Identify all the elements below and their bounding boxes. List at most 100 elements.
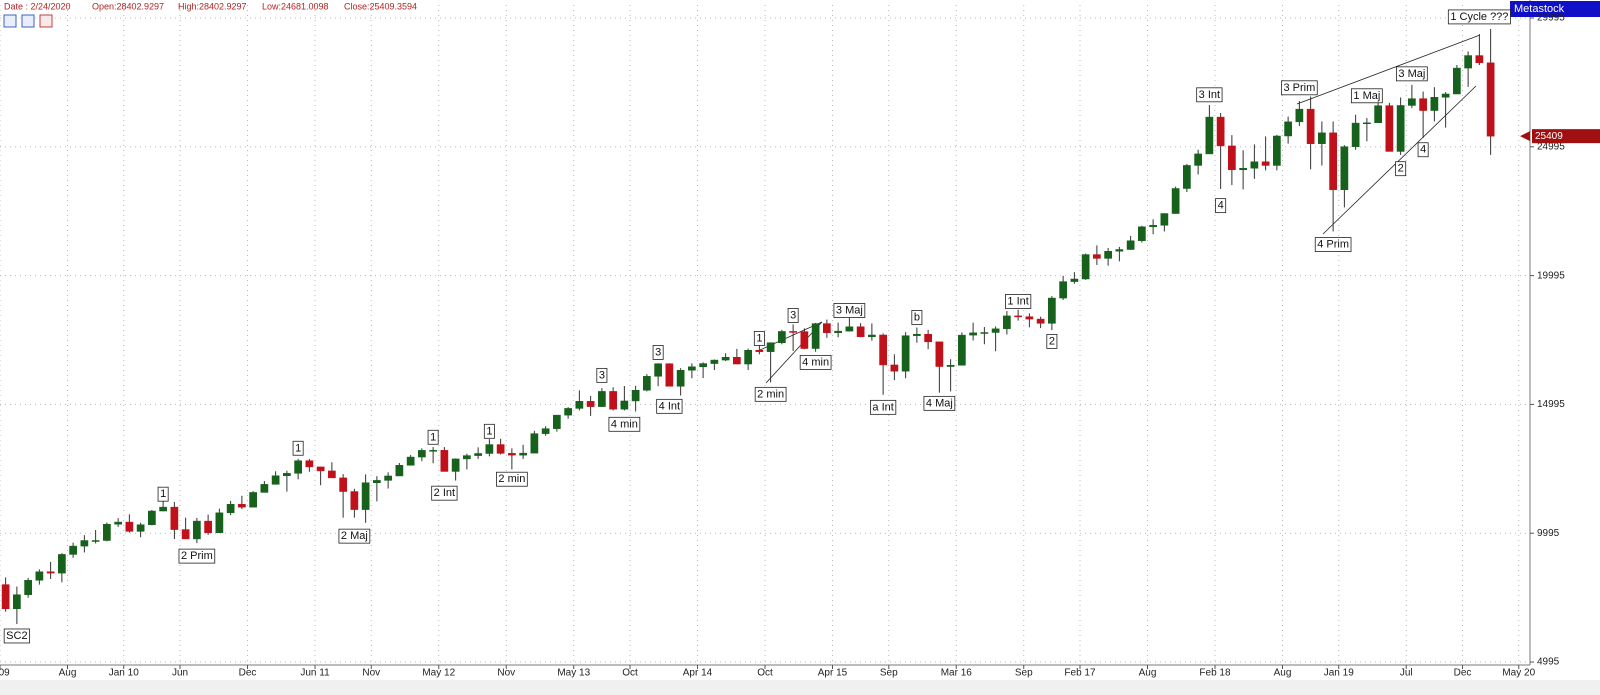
candle-body bbox=[440, 450, 449, 472]
wave-label-box bbox=[656, 398, 683, 414]
x-tick-label: May 20 bbox=[1502, 668, 1535, 679]
candle-body bbox=[114, 521, 122, 525]
wave-label-box bbox=[923, 395, 956, 411]
candle-body bbox=[958, 334, 966, 366]
icon[interactable] bbox=[39, 14, 53, 28]
x-tick-label: Feb 18 bbox=[1199, 668, 1231, 679]
wave-label-box bbox=[431, 485, 458, 501]
wave-label-box bbox=[1215, 198, 1227, 214]
header-close: Close:25409.3594 bbox=[344, 1, 417, 11]
candle-body bbox=[1340, 146, 1349, 191]
y-tick-label: 9995 bbox=[1537, 528, 1560, 539]
wave-label-box bbox=[1395, 161, 1407, 177]
wave-label: 2 bbox=[1046, 334, 1058, 349]
candle-body bbox=[834, 330, 842, 334]
candle-body bbox=[631, 389, 640, 402]
wave-label-box bbox=[338, 528, 371, 544]
candle-body bbox=[1183, 165, 1191, 189]
candle-body bbox=[530, 433, 539, 454]
candle-body bbox=[1351, 122, 1360, 147]
wave-label-text: 4 bbox=[1218, 200, 1224, 212]
wave-label-text: 1 Maj bbox=[1353, 90, 1380, 102]
candle-body bbox=[868, 334, 876, 338]
candle-body bbox=[1295, 108, 1304, 123]
wave-label-text: 1 bbox=[295, 442, 301, 454]
x-tick-label: b 09 bbox=[0, 668, 10, 679]
wave-label: 3 Maj bbox=[1396, 66, 1428, 82]
wave-label-text: 2 bbox=[1398, 163, 1404, 175]
header-low: Low:24681.0098 bbox=[262, 1, 329, 11]
x-tick-label: Nov bbox=[362, 668, 380, 679]
wave-label-text: 4 min bbox=[611, 418, 638, 430]
wave-label-box bbox=[608, 416, 641, 432]
candle-body bbox=[1486, 62, 1495, 137]
x-tick-label: May 12 bbox=[422, 668, 455, 679]
candle-body bbox=[1126, 240, 1135, 250]
wave-label-text: 1 bbox=[160, 488, 166, 500]
wave-label-box bbox=[496, 471, 528, 487]
wave-label-text: 1 bbox=[486, 425, 492, 437]
candle-body bbox=[24, 580, 32, 595]
wave-label-text: 2 bbox=[1049, 335, 1055, 347]
candle-body bbox=[789, 331, 797, 333]
candle-body bbox=[800, 331, 809, 349]
candle-body bbox=[1048, 297, 1056, 324]
wave-label: 3 Maj bbox=[833, 303, 866, 318]
wave-label-text: 3 Maj bbox=[1398, 68, 1425, 80]
candle-body bbox=[305, 460, 314, 468]
last-price-arrow bbox=[1520, 131, 1530, 142]
wave-label-box bbox=[596, 367, 608, 383]
candle-body bbox=[744, 350, 752, 365]
x-tick-label: Jun bbox=[172, 668, 188, 679]
header-date: Date : 2/24/2020 bbox=[4, 1, 71, 11]
candle-body bbox=[1284, 121, 1292, 137]
wave-label: 3 bbox=[652, 345, 664, 360]
candle-body bbox=[283, 473, 291, 477]
candle-body bbox=[1464, 55, 1472, 69]
x-tick-label: Feb 17 bbox=[1064, 668, 1096, 679]
icon[interactable] bbox=[21, 14, 35, 28]
wave-label-text: 1 Cycle ??? bbox=[1450, 11, 1508, 23]
candle-body bbox=[125, 521, 134, 532]
candle-body bbox=[620, 400, 629, 410]
wave-label-box bbox=[652, 345, 664, 360]
wave-label-box bbox=[178, 548, 216, 564]
candle-body bbox=[80, 540, 89, 547]
wave-label: 4 bbox=[1417, 142, 1429, 158]
wave-label: 1 bbox=[157, 486, 169, 502]
wave-label: 4 min bbox=[799, 354, 832, 370]
candle-body bbox=[418, 450, 426, 458]
wave-label: 2 min bbox=[496, 471, 528, 487]
trend-lines bbox=[759, 34, 1481, 384]
candle-body bbox=[1374, 105, 1382, 124]
candle-body bbox=[294, 460, 302, 474]
x-tick-label: Apr 15 bbox=[818, 668, 848, 679]
candle-body bbox=[946, 364, 955, 367]
header-open: Open:28402.9297 bbox=[92, 1, 164, 11]
wave-label: 1 Int bbox=[1005, 294, 1032, 309]
header-high: High:28402.9297 bbox=[178, 1, 247, 11]
wave-label-box bbox=[1447, 9, 1511, 25]
candle-body bbox=[1318, 132, 1326, 144]
candle-body bbox=[1081, 254, 1090, 280]
icon[interactable] bbox=[3, 14, 17, 28]
candle-body bbox=[935, 341, 944, 367]
candle-body bbox=[924, 333, 932, 343]
wave-label-box bbox=[3, 628, 30, 644]
y-tick-label: 4995 bbox=[1537, 657, 1560, 668]
toolbar-icons[interactable] bbox=[3, 14, 53, 28]
candle-body bbox=[463, 455, 471, 460]
candle-body bbox=[508, 453, 516, 456]
candle-body bbox=[136, 524, 145, 532]
wave-label-box bbox=[754, 386, 787, 402]
wave-label-text: SC2 bbox=[6, 630, 27, 642]
candle-body bbox=[1385, 105, 1394, 152]
candle-body bbox=[474, 453, 482, 456]
x-tick-label: Nov bbox=[497, 668, 515, 679]
wave-label: 1 bbox=[292, 440, 304, 456]
candle-body bbox=[991, 328, 1000, 333]
candle-body bbox=[226, 504, 235, 514]
candle-body bbox=[1025, 316, 1034, 320]
candle-body bbox=[249, 492, 257, 508]
x-tick-label: Apr 14 bbox=[683, 668, 713, 679]
